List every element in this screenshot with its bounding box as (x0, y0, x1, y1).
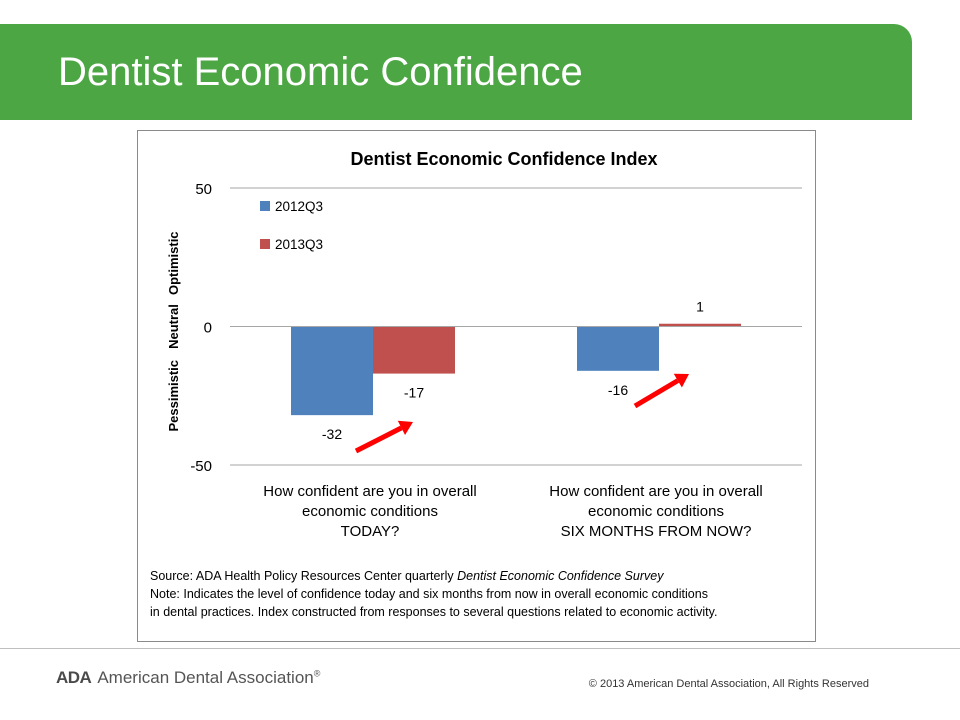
ada-logo-abbr: ADA (56, 668, 92, 687)
annotation-arrow-head (397, 420, 413, 436)
category-label: SIX MONTHS FROM NOW? (561, 523, 752, 540)
y-tick-label: 50 (195, 181, 212, 198)
copyright-notice: © 2013 American Dental Association, All … (588, 678, 869, 690)
note-text: in dental practices. Index constructed f… (150, 605, 717, 619)
y-region-label: Pessimistic (166, 360, 181, 432)
legend-swatch-2013q3 (260, 239, 270, 249)
note-text: Note: Indicates the level of confidence … (150, 587, 708, 601)
bar-2012q3 (577, 326, 659, 371)
legend-label-2012q3: 2012Q3 (275, 199, 323, 214)
data-label: -17 (404, 385, 424, 401)
y-tick-label: -50 (190, 458, 212, 475)
chart-note-line: Note: Indicates the level of confidence … (150, 587, 708, 601)
ada-logo-registered-mark: ® (313, 668, 321, 679)
category-label: How confident are you in overall (263, 483, 476, 500)
chart-note-line: Source: ADA Health Policy Resources Cent… (150, 569, 664, 583)
chart-note-line: in dental practices. Index constructed f… (150, 605, 717, 619)
bar-2012q3 (291, 326, 373, 416)
annotation-arrow-shaft (354, 425, 403, 454)
category-label: economic conditions (588, 503, 724, 520)
data-label: 1 (696, 299, 704, 315)
note-text: Source: ADA Health Policy Resources Cent… (150, 569, 457, 583)
chart-frame: Dentist Economic Confidence Index -50 0 50 O… (137, 130, 816, 642)
y-region-label: Neutral (166, 304, 181, 349)
data-label: -16 (608, 382, 628, 398)
ada-logo-name: American Dental Association (97, 668, 314, 687)
bar-2013q3 (373, 326, 455, 374)
survey-name: Dentist Economic Confidence Survey (457, 569, 664, 583)
ada-logo: ADA American Dental Association® (56, 668, 320, 688)
chart-title: Dentist Economic Confidence Index (350, 149, 657, 169)
annotation-arrow-shaft (633, 378, 680, 409)
data-label: -32 (322, 426, 342, 442)
annotation-arrow-head (673, 373, 689, 388)
category-label: TODAY? (341, 523, 400, 540)
footer-divider (0, 648, 960, 649)
y-region-label: Optimistic (166, 231, 181, 295)
category-label: economic conditions (302, 503, 438, 520)
legend-label-2013q3: 2013Q3 (275, 237, 323, 252)
category-label: How confident are you in overall (549, 483, 762, 500)
legend-swatch-2012q3 (260, 201, 270, 211)
bar-2013q3 (659, 323, 741, 327)
y-tick-label: 0 (204, 320, 212, 337)
slide-title: Dentist Economic Confidence (58, 50, 583, 94)
title-banner (0, 24, 912, 120)
confidence-chart: Dentist Economic Confidence Index -50 0 50 O… (150, 149, 802, 619)
